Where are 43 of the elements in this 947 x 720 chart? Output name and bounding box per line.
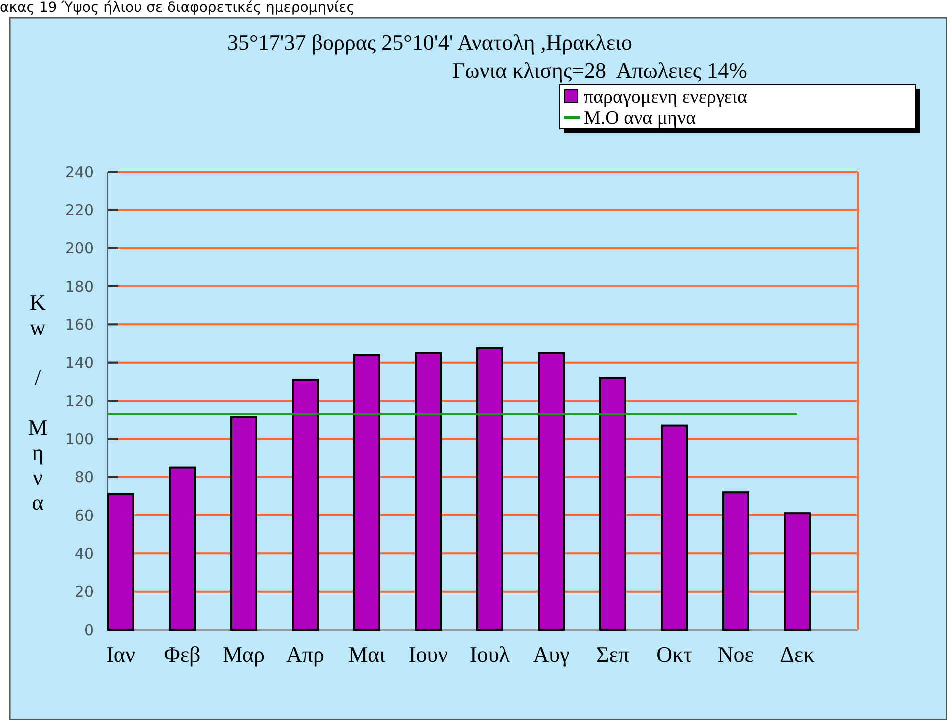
- x-tick-label: Μαι: [348, 642, 386, 667]
- y-tick-label: 40: [74, 544, 94, 563]
- bar: [600, 377, 626, 631]
- y-tick-label: 100: [65, 430, 94, 448]
- bar: [538, 352, 565, 631]
- x-tick-label: Μαρ: [222, 642, 266, 667]
- x-tick-label: Νοε: [718, 642, 754, 667]
- bar: [661, 424, 688, 631]
- y-axis-title: Kw / Μηνα: [26, 290, 50, 515]
- y-tick-label: 80: [74, 468, 94, 487]
- bar: [722, 492, 750, 631]
- y-tick-label: 240: [65, 163, 94, 182]
- y-tick-label: 140: [65, 354, 94, 372]
- y-tick-label: 0: [84, 621, 94, 640]
- x-tick-label: Ιαν: [106, 642, 136, 667]
- bar: [230, 416, 258, 631]
- y-tick-label: 200: [65, 240, 94, 258]
- bar: [354, 354, 380, 631]
- x-tick-label: Φεβ: [164, 642, 201, 667]
- bar: [415, 352, 442, 631]
- bar: [169, 466, 196, 631]
- x-tick-label: Δεκ: [780, 642, 815, 667]
- x-tick-label: Απρ: [286, 642, 325, 667]
- legend-label: παραγομενη ενεργεια: [584, 87, 748, 108]
- x-tick-label: Ιουλ: [470, 642, 510, 667]
- legend-label: Μ.Ο ανα μηνα: [584, 108, 696, 129]
- bar: [784, 512, 811, 631]
- y-tick-label: 220: [65, 201, 94, 220]
- chart-subtitle: Γωνια κλισης=28 Απωλειες 14%: [452, 58, 748, 83]
- x-tick-label: Αυγ: [533, 642, 570, 667]
- y-tick-label: 120: [65, 392, 94, 410]
- bar: [476, 348, 504, 631]
- x-tick-label: Οκτ: [656, 642, 693, 667]
- y-tick-label: 180: [65, 278, 94, 296]
- text: ακας 19 Ύψος ήλιου σε διαφορετικές ημερομηνίες: [0, 0, 355, 16]
- bar: [108, 494, 134, 631]
- y-tick-label: 60: [74, 506, 94, 525]
- y-tick-label: 160: [65, 316, 94, 334]
- bar: [292, 379, 319, 631]
- chart-title: 35°17'37 βορρας 25°10'4' Ανατολη ,Ηρακλειο: [227, 30, 633, 55]
- x-tick-label: Ιουν: [408, 642, 448, 667]
- y-tick-label: 20: [74, 583, 94, 602]
- x-tick-label: Σεπ: [596, 642, 630, 667]
